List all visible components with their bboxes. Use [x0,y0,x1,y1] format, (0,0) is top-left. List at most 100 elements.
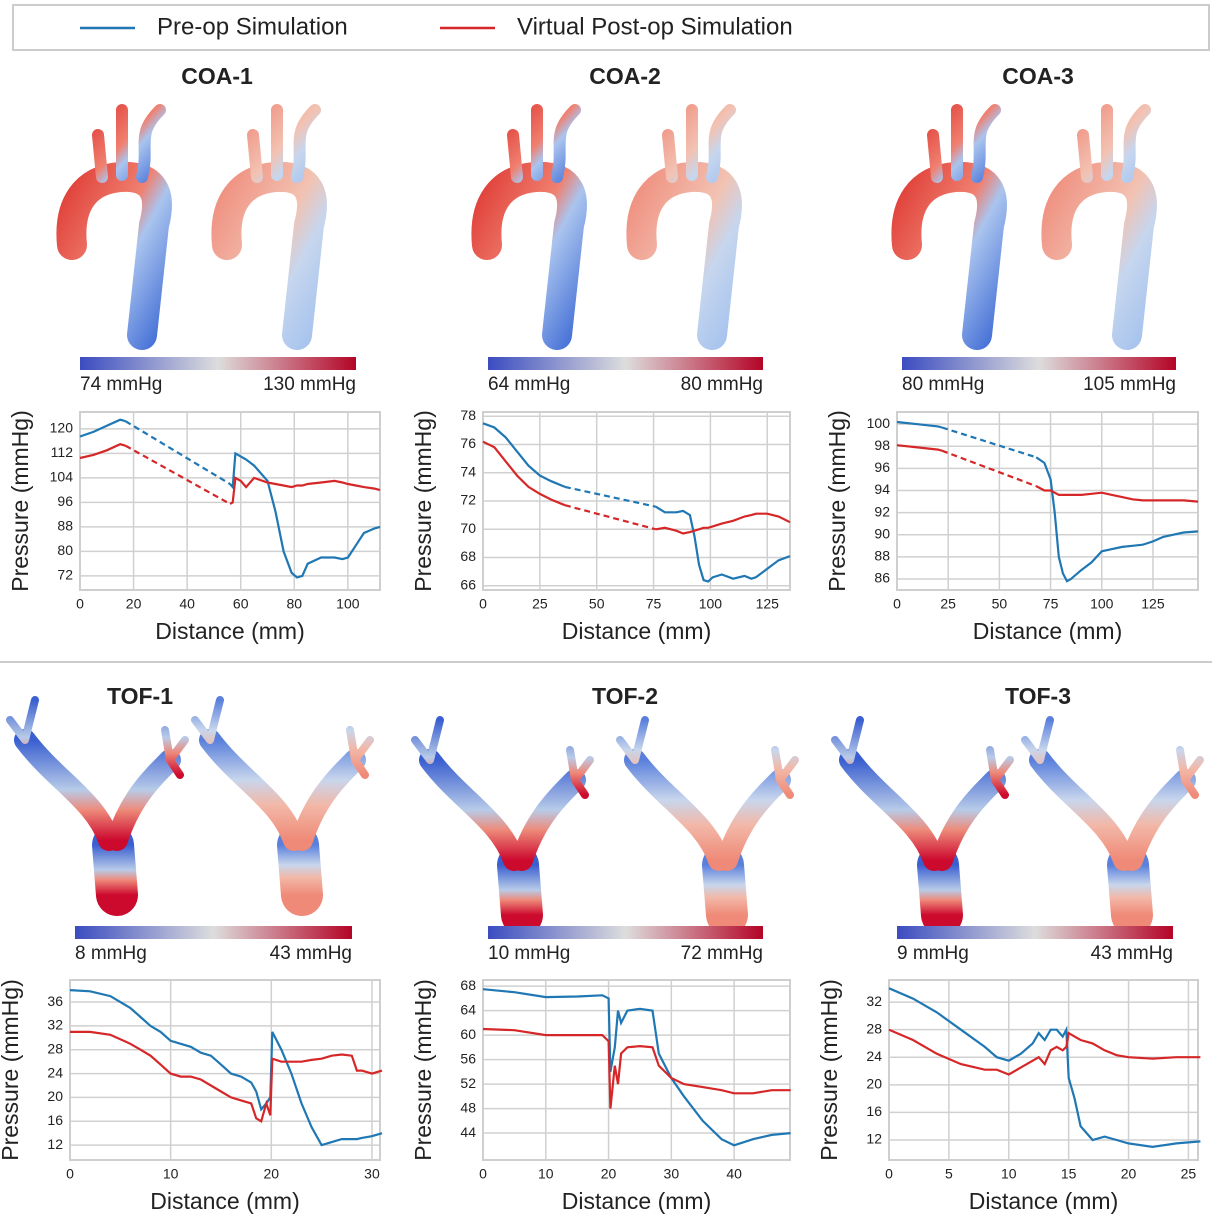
colorbar-min: 10 mmHg [488,943,570,964]
y-tick-label: 60 [460,1026,476,1042]
y-tick-label: 78 [460,407,476,423]
y-axis-label: Pressure (mmHg) [410,410,436,591]
colorbar-min: 64 mmHg [488,374,570,395]
x-tick-label: 125 [756,596,780,612]
x-axis-label: Distance (mm) [973,618,1123,644]
colorbar [488,926,763,939]
series-line [126,421,231,484]
colorbar [75,926,352,939]
series-line [80,420,126,437]
series-line [656,507,790,582]
x-tick-label: 50 [589,596,605,612]
legend-label: Pre-op Simulation [157,13,348,40]
colorbar-max: 43 mmHg [270,943,352,964]
x-tick-label: 0 [479,1166,487,1182]
colorbar-min: 8 mmHg [75,943,147,964]
x-tick-label: 80 [286,596,302,612]
chart-title: COA-3 [1002,63,1074,89]
y-tick-label: 12 [47,1136,63,1152]
plot-frame [889,980,1198,1160]
y-tick-label: 94 [874,481,890,497]
y-tick-label: 66 [460,576,476,592]
series-line [656,514,790,534]
y-tick-label: 70 [460,520,476,536]
y-axis-label: Pressure (mmHg) [816,979,842,1160]
chart-title: TOF-2 [592,683,658,709]
y-axis-label: Pressure (mmHg) [0,979,23,1160]
chart-title: TOF-1 [107,683,173,709]
x-tick-label: 75 [1043,596,1059,612]
x-axis-label: Distance (mm) [969,1188,1119,1214]
y-axis-label: Pressure (mmHg) [410,979,436,1160]
y-tick-label: 68 [460,548,476,564]
y-axis-label: Pressure (mmHg) [7,410,33,591]
x-axis-label: Distance (mm) [150,1188,300,1214]
colorbar-min: 80 mmHg [902,374,984,395]
colorbar [488,357,763,370]
series-line [70,1032,382,1121]
x-tick-label: 10 [1001,1166,1017,1182]
y-tick-label: 64 [460,1001,476,1017]
x-tick-label: 5 [945,1166,953,1182]
series-line [889,988,1200,1147]
x-tick-label: 25 [1181,1166,1197,1182]
y-tick-label: 96 [874,459,890,475]
x-tick-label: 30 [664,1166,680,1182]
y-tick-label: 90 [874,525,890,541]
x-tick-label: 10 [163,1166,179,1182]
y-tick-label: 72 [57,567,73,583]
series-line [942,428,1036,458]
series-line [230,453,380,577]
series-line [80,444,126,458]
series-line [230,478,380,504]
series-line [483,423,565,487]
colorbar-max: 43 mmHg [1091,943,1173,964]
y-tick-label: 44 [460,1124,476,1140]
colorbar-max: 130 mmHg [263,374,356,395]
y-tick-label: 24 [47,1064,63,1080]
y-tick-label: 92 [874,503,890,519]
x-tick-label: 75 [646,596,662,612]
x-tick-label: 0 [76,596,84,612]
y-tick-label: 16 [866,1103,882,1119]
series-line [889,1030,1200,1075]
colorbar-min: 9 mmHg [897,943,969,964]
x-tick-label: 40 [726,1166,742,1182]
x-tick-label: 20 [1121,1166,1137,1182]
x-tick-label: 20 [126,596,142,612]
y-tick-label: 88 [874,548,890,564]
y-tick-label: 48 [460,1099,476,1115]
y-tick-label: 28 [47,1040,63,1056]
y-tick-label: 74 [460,463,476,479]
colorbar-max: 72 mmHg [681,943,763,964]
y-tick-label: 28 [866,1020,882,1036]
x-tick-label: 100 [336,596,360,612]
y-tick-label: 52 [460,1075,476,1091]
x-tick-label: 100 [1090,596,1114,612]
x-tick-label: 0 [885,1166,893,1182]
y-tick-label: 16 [47,1112,63,1128]
figure: Pre-op SimulationVirtual Post-op Simulat… [0,0,1212,1218]
y-tick-label: 36 [47,993,63,1009]
y-tick-label: 72 [460,492,476,508]
colorbar-max: 80 mmHg [681,374,763,395]
x-tick-label: 40 [179,596,195,612]
chart-title: COA-2 [589,63,661,89]
x-axis-label: Distance (mm) [562,1188,712,1214]
chart-title: COA-1 [181,63,253,89]
series-line [483,1029,791,1109]
x-tick-label: 20 [264,1166,280,1182]
y-tick-label: 98 [874,437,890,453]
x-tick-label: 20 [601,1166,617,1182]
y-tick-label: 68 [460,977,476,993]
y-tick-label: 104 [50,469,74,485]
x-tick-label: 15 [1061,1166,1077,1182]
plot-frame [80,412,380,590]
x-tick-label: 100 [699,596,723,612]
plot-frame [70,980,380,1160]
colorbar-min: 74 mmHg [80,374,162,395]
y-tick-label: 20 [866,1076,882,1092]
y-tick-label: 100 [867,415,891,431]
chart-title: TOF-3 [1005,683,1071,709]
y-tick-label: 76 [460,435,476,451]
